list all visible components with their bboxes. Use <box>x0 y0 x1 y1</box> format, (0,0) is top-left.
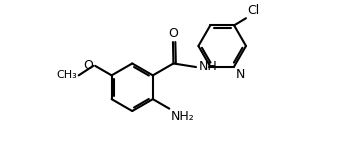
Text: CH₃: CH₃ <box>56 70 77 80</box>
Text: Cl: Cl <box>247 4 260 17</box>
Text: O: O <box>168 27 178 40</box>
Text: O: O <box>83 59 93 72</box>
Text: N: N <box>236 68 245 81</box>
Text: NH: NH <box>199 60 218 73</box>
Text: NH₂: NH₂ <box>171 110 194 123</box>
